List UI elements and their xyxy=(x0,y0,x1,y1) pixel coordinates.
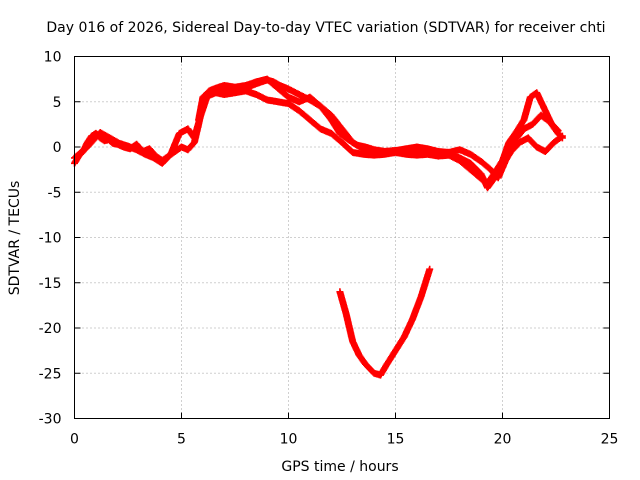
y-axis-label: SDTVAR / TECUs xyxy=(7,181,23,296)
x-tick-label: 10 xyxy=(280,432,298,448)
x-tick-label: 0 xyxy=(70,432,79,448)
data-markers xyxy=(195,75,562,182)
x-axis-ticks: 0 5 10 15 20 25 xyxy=(70,56,619,448)
x-tick-label: 15 xyxy=(387,432,405,448)
y-tick-label: -5 xyxy=(48,185,62,201)
y-tick-label: -10 xyxy=(39,231,62,247)
x-axis-label: GPS time / hours xyxy=(281,459,398,475)
x-tick-label: 5 xyxy=(177,432,186,448)
series-track-3 xyxy=(195,75,562,182)
chart-title: Day 016 of 2026, Sidereal Day-to-day VTE… xyxy=(46,20,605,36)
series-track-4 xyxy=(336,265,434,379)
data-points xyxy=(71,75,566,379)
data-markers xyxy=(336,265,434,379)
y-tick-label: -20 xyxy=(39,321,62,337)
y-tick-label: 10 xyxy=(44,50,62,66)
y-tick-label: -30 xyxy=(39,412,62,428)
x-tick-label: 25 xyxy=(601,432,619,448)
x-tick-label: 20 xyxy=(494,432,512,448)
y-tick-label: 5 xyxy=(53,95,62,111)
y-tick-label: -15 xyxy=(39,276,62,292)
grid-lines xyxy=(74,56,610,419)
y-tick-label: -25 xyxy=(39,366,62,382)
y-axis-ticks: 10 5 0 -5 -10 -15 -20 -25 -30 xyxy=(39,50,610,428)
y-tick-label: 0 xyxy=(53,140,62,156)
